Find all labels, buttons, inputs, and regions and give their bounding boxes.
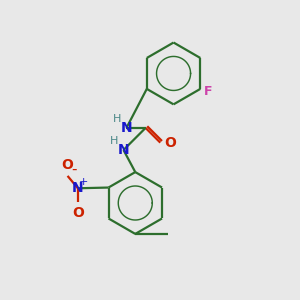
Text: -: - xyxy=(71,162,77,177)
Text: N: N xyxy=(121,121,132,135)
Text: H: H xyxy=(110,136,118,146)
Text: O: O xyxy=(164,136,176,150)
Text: +: + xyxy=(79,177,88,187)
Text: H: H xyxy=(113,114,121,124)
Text: O: O xyxy=(72,206,84,220)
Text: N: N xyxy=(118,143,129,157)
Text: N: N xyxy=(72,181,84,195)
Text: O: O xyxy=(61,158,73,172)
Text: F: F xyxy=(204,85,212,98)
